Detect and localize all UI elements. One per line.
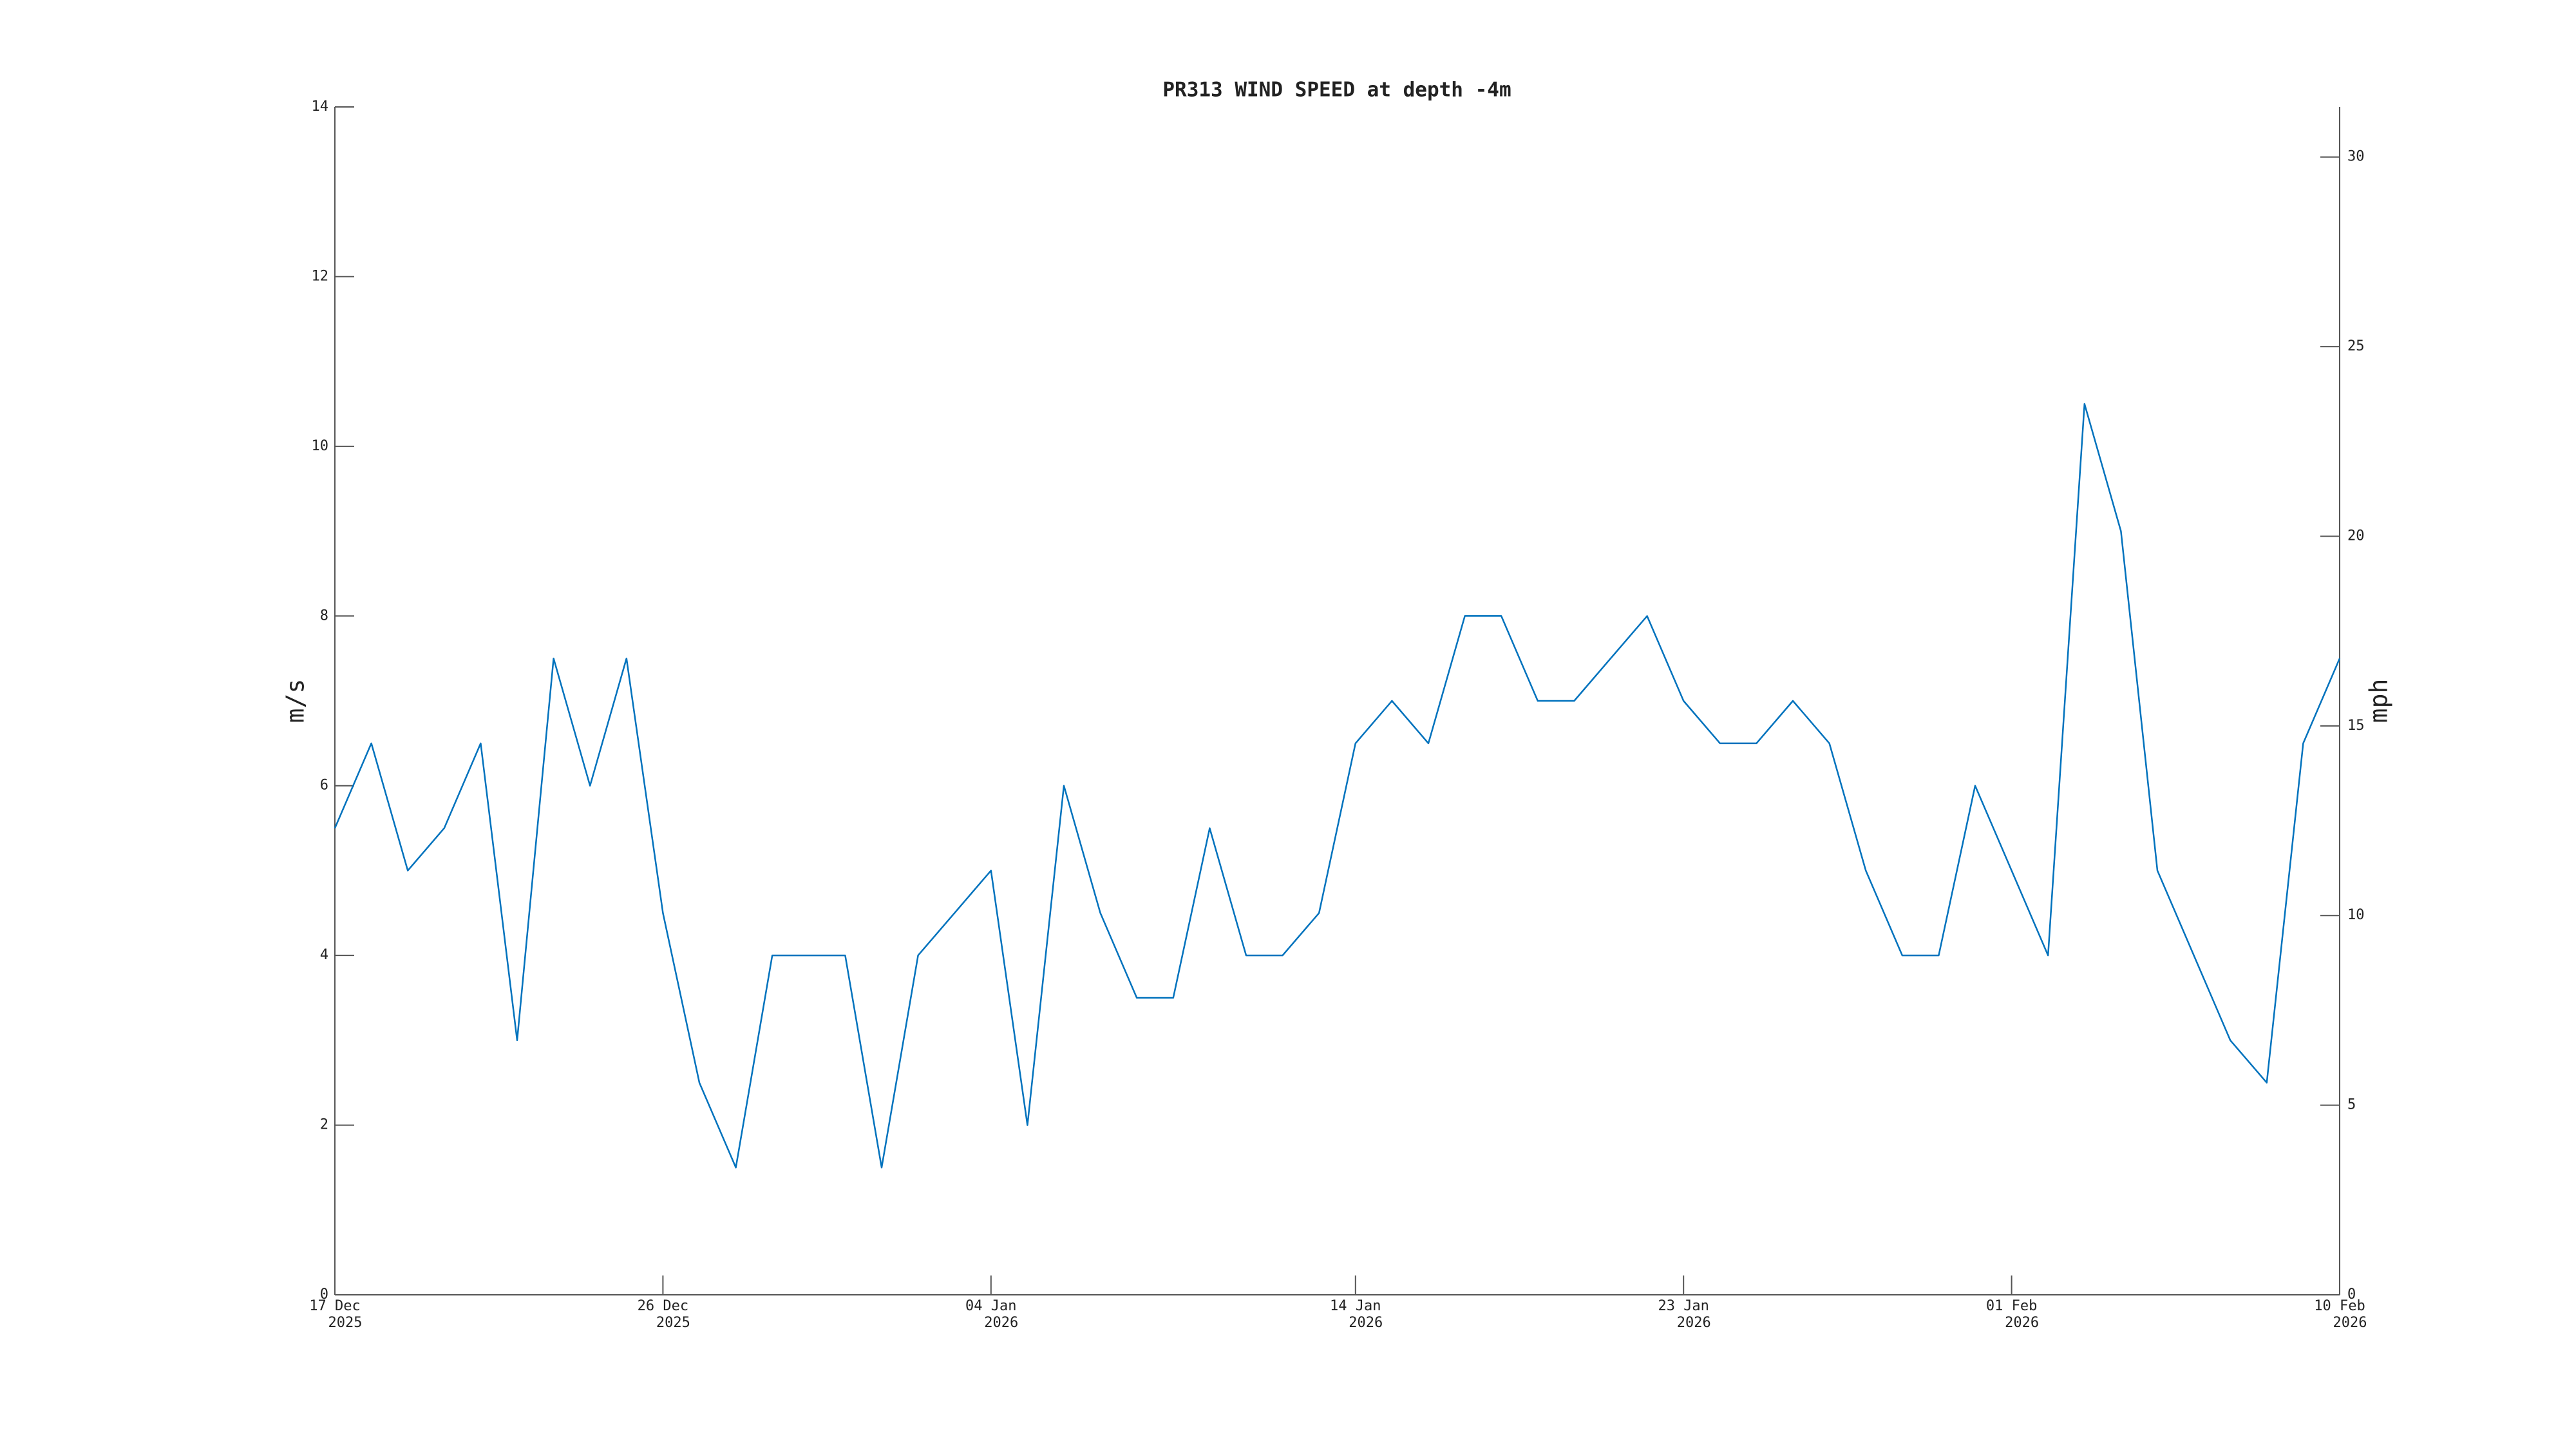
x-tick-label: 17 Dec <box>309 1298 360 1314</box>
y2-axis-label: mph <box>2365 679 2393 723</box>
y-axis-label: m/s <box>281 679 310 723</box>
x-tick-label: 14 Jan <box>1330 1298 1381 1314</box>
y-tick-label: 12 <box>312 268 329 284</box>
y-tick-label: 14 <box>312 99 329 115</box>
y2-tick-label: 5 <box>2347 1097 2356 1113</box>
y-tick-label: 8 <box>320 607 328 624</box>
chart-title: PR313 WIND SPEED at depth -4m <box>1162 79 1511 102</box>
x-tick-label: 10 Feb <box>2314 1298 2365 1314</box>
x-tick-label: 04 Jan <box>965 1298 1016 1314</box>
x-tick-label: 23 Jan <box>1658 1298 1709 1314</box>
x-tick-year: 2026 <box>1349 1315 1383 1331</box>
y2-tick-label: 20 <box>2347 528 2365 544</box>
x-tick-year: 2026 <box>2333 1315 2367 1331</box>
y-tick-label: 2 <box>320 1117 328 1133</box>
y2-tick-label: 25 <box>2347 338 2365 354</box>
y2-tick-label: 0 <box>2347 1286 2356 1303</box>
y-tick-label: 6 <box>320 778 328 794</box>
y2-tick-label: 30 <box>2347 149 2365 165</box>
x-tick-label: 26 Dec <box>638 1298 688 1314</box>
y-tick-label: 4 <box>320 947 328 963</box>
y-tick-label: 10 <box>312 438 329 454</box>
x-tick-year: 2025 <box>656 1315 690 1331</box>
x-tick-year: 2026 <box>2005 1315 2039 1331</box>
y2-tick-label: 10 <box>2347 907 2365 923</box>
x-tick-year: 2025 <box>328 1315 363 1331</box>
y2-tick-label: 15 <box>2347 718 2365 734</box>
x-tick-year: 2026 <box>1677 1315 1711 1331</box>
x-tick-label: 01 Feb <box>1986 1298 2037 1314</box>
series-line <box>334 403 2341 1169</box>
y-tick-label: 0 <box>320 1286 328 1303</box>
x-tick-year: 2026 <box>984 1315 1018 1331</box>
